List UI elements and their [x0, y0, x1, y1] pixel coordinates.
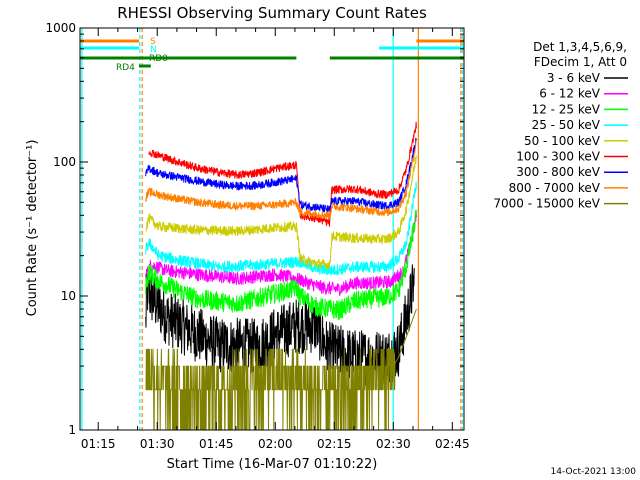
legend-label-3-6-kev: 3 - 6 keV — [547, 71, 601, 85]
flag-label-rd0: RD0 — [149, 54, 168, 64]
series-100-300-kev — [148, 121, 417, 227]
legend-header: Det 1,3,4,5,6,9, FDecim 1, Att 0 — [533, 40, 627, 69]
legend-label-800-7000-kev: 800 - 7000 keV — [509, 181, 601, 195]
series-6-12-kev — [145, 210, 417, 296]
x-tick-label: 01:15 — [81, 437, 116, 451]
chart-title: RHESSI Observing Summary Count Rates — [117, 4, 427, 22]
series-7000-15000-kev — [145, 308, 417, 431]
legend-label-300-800-kev: 300 - 800 keV — [516, 165, 600, 179]
series-300-800-kev — [145, 137, 417, 213]
flag-label-s: S — [150, 37, 156, 47]
x-tick-label: 01:45 — [199, 437, 234, 451]
x-tick-label: 02:00 — [258, 437, 293, 451]
y-tick-label: 1000 — [45, 21, 76, 35]
series-25-50-kev — [145, 181, 417, 276]
legend-label-12-25-kev: 12 - 25 keV — [532, 102, 601, 116]
x-axis-label: Start Time (16-Mar-07 01:10:22) — [167, 457, 378, 472]
y-tick-label: 1 — [68, 423, 76, 437]
legend-label-100-300-kev: 100 - 300 keV — [516, 150, 600, 164]
y-axis-label: Count Rate (s⁻¹ detector⁻¹) — [25, 140, 40, 317]
x-tick-label: 01:30 — [140, 437, 175, 451]
flag-label-rd4: RD4 — [116, 63, 135, 73]
legend-label-6-12-kev: 6 - 12 keV — [539, 87, 601, 101]
legend-header-line-2: FDecim 1, Att 0 — [534, 55, 627, 69]
series-800-7000-kev — [145, 140, 417, 220]
series-50-100-kev — [145, 155, 417, 271]
x-tick-label: 02:30 — [376, 437, 411, 451]
y-tick-label: 100 — [53, 155, 76, 169]
legend-header-line-1: Det 1,3,4,5,6,9, — [533, 40, 627, 54]
plot-frame — [79, 27, 465, 431]
series-12-25-kev — [145, 209, 417, 321]
legend-label-50-100-kev: 50 - 100 keV — [524, 134, 601, 148]
legend-label-7000-15000-kev: 7000 - 15000 keV — [493, 197, 600, 211]
y-tick-label: 10 — [61, 289, 76, 303]
x-tick-label: 02:15 — [317, 437, 352, 451]
footer-timestamp: 14-Oct-2021 13:00 — [551, 467, 637, 477]
x-tick-label: 02:45 — [435, 437, 470, 451]
flag-label-n: N — [150, 45, 157, 55]
legend-label-25-50-kev: 25 - 50 keV — [532, 118, 601, 132]
